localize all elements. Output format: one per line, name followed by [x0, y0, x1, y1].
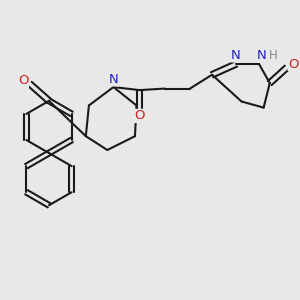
Text: O: O [134, 110, 145, 122]
Text: N: N [109, 73, 118, 86]
Text: H: H [268, 49, 277, 62]
Text: O: O [18, 74, 28, 87]
Text: N: N [231, 49, 241, 62]
Text: N: N [256, 49, 266, 62]
Text: O: O [288, 58, 299, 70]
